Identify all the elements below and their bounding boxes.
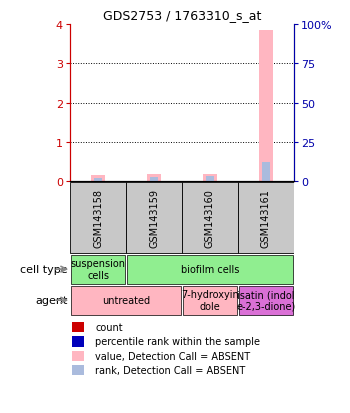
Text: GSM143160: GSM143160 — [205, 188, 215, 247]
Text: 7-hydroxyin
dole: 7-hydroxyin dole — [181, 290, 239, 311]
Bar — [206, 177, 214, 182]
Title: GDS2753 / 1763310_s_at: GDS2753 / 1763310_s_at — [103, 9, 261, 22]
Text: GSM143161: GSM143161 — [261, 188, 271, 247]
Bar — [259, 31, 273, 182]
FancyBboxPatch shape — [183, 286, 237, 316]
Bar — [203, 175, 217, 182]
FancyBboxPatch shape — [70, 182, 126, 254]
FancyBboxPatch shape — [239, 286, 293, 316]
FancyBboxPatch shape — [127, 255, 293, 285]
Bar — [72, 365, 84, 375]
Text: biofilm cells: biofilm cells — [181, 264, 239, 275]
Text: percentile rank within the sample: percentile rank within the sample — [95, 337, 260, 347]
Text: cell type: cell type — [20, 264, 68, 275]
Text: rank, Detection Call = ABSENT: rank, Detection Call = ABSENT — [95, 366, 246, 375]
Text: suspension
cells: suspension cells — [70, 259, 126, 280]
Text: agent: agent — [35, 295, 68, 306]
FancyBboxPatch shape — [238, 182, 294, 254]
FancyBboxPatch shape — [71, 286, 181, 316]
FancyBboxPatch shape — [126, 182, 182, 254]
Bar — [91, 176, 105, 182]
Bar — [94, 178, 102, 182]
Bar — [72, 351, 84, 361]
Text: GSM143158: GSM143158 — [93, 188, 103, 247]
Bar — [262, 163, 270, 182]
Text: GSM143159: GSM143159 — [149, 188, 159, 247]
Text: count: count — [95, 322, 123, 332]
FancyBboxPatch shape — [71, 255, 125, 285]
FancyBboxPatch shape — [182, 182, 238, 254]
Text: isatin (indol
e-2,3-dione): isatin (indol e-2,3-dione) — [236, 290, 296, 311]
Bar — [72, 322, 84, 332]
Text: value, Detection Call = ABSENT: value, Detection Call = ABSENT — [95, 351, 251, 361]
Bar — [147, 175, 161, 182]
Bar — [72, 336, 84, 347]
Bar — [150, 178, 158, 182]
Text: untreated: untreated — [102, 295, 150, 306]
